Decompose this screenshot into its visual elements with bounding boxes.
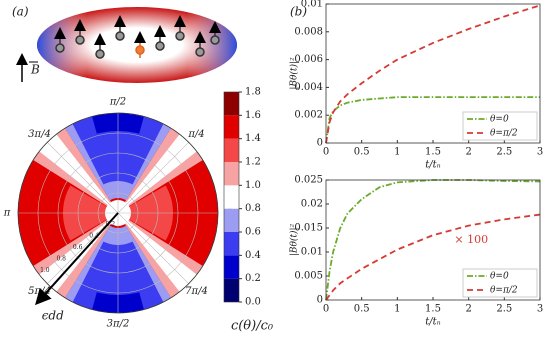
theta-tick-label: 3π/4 xyxy=(28,129,51,140)
colorbar-segment xyxy=(224,92,239,116)
y-tick-label: 0.01 xyxy=(301,0,323,10)
colorbar-segment xyxy=(224,162,239,186)
colorbar-tick-label: 1.8 xyxy=(245,87,261,98)
theta-grid-line xyxy=(47,142,119,214)
cloud-sides xyxy=(37,7,237,83)
colorbar-tick-label: 1.6 xyxy=(245,110,261,121)
r-tick-label: 0.8 xyxy=(56,255,66,262)
colorbar-label: c(θ)/c₀ xyxy=(231,319,274,334)
annotation: × 100 xyxy=(454,233,488,246)
series-line xyxy=(325,4,541,144)
legend-label: θ=0 xyxy=(490,272,509,282)
x-tick-label: 1 xyxy=(394,304,400,315)
colorbar-segment xyxy=(224,208,239,232)
x-axis-label: t/tₙ xyxy=(425,160,440,171)
theta-grid-line xyxy=(117,142,189,214)
field-label: B xyxy=(30,63,40,77)
plot-frame xyxy=(325,179,541,301)
x-tick-label: 2 xyxy=(465,147,471,158)
x-tick-label: 3 xyxy=(537,304,543,315)
y-tick-label: 0.02 xyxy=(301,199,323,210)
spins xyxy=(54,15,221,59)
y-tick-label: 0.006 xyxy=(294,54,323,65)
colorbar-tick-label: 0.8 xyxy=(245,203,261,214)
x-tick-label: 0 xyxy=(323,304,329,315)
x-tick-label: 2.5 xyxy=(496,304,512,315)
y-tick-label: 0.005 xyxy=(294,271,323,282)
y-tick-label: 0.004 xyxy=(294,82,323,93)
y-axis-label: |Bθ(t)|² xyxy=(289,57,300,90)
colorbar-segment xyxy=(224,185,239,209)
colorbar-frame xyxy=(223,91,240,303)
x-tick-label: 0.5 xyxy=(354,147,370,158)
colorbar-segment xyxy=(224,255,239,279)
x-tick-label: 0 xyxy=(323,147,329,158)
theta-grid-line xyxy=(117,212,189,284)
plot-frame xyxy=(325,3,541,144)
polar-frame xyxy=(17,112,219,314)
illustration: B xyxy=(16,7,237,83)
y-tick-label: 0 xyxy=(317,138,323,149)
axis-arrow xyxy=(35,212,119,306)
y-axis-label: |Bθ(t)|² xyxy=(289,223,300,256)
legend-label: θ=0 xyxy=(490,115,509,125)
theta-tick-label: π/4 xyxy=(187,129,204,140)
colorbar-tick-label: 0.6 xyxy=(245,227,261,238)
y-tick-label: 0.008 xyxy=(294,26,323,37)
excited-spin xyxy=(134,31,146,58)
colorbar-segment xyxy=(224,232,239,256)
axis-label: ϵdd xyxy=(42,309,64,323)
x-tick-label: 1 xyxy=(394,147,400,158)
x-tick-label: 2.5 xyxy=(496,147,512,158)
colorbar-tick-label: 1.4 xyxy=(245,133,261,144)
theta-tick-label: π xyxy=(3,208,11,219)
r-tick-label: 0.4 xyxy=(89,232,99,239)
x-tick-label: 0.5 xyxy=(354,304,370,315)
colorbar-tick-label: 0.2 xyxy=(245,273,261,284)
theta-tick-label: 7π/4 xyxy=(185,286,208,297)
x-tick-label: 3 xyxy=(537,147,543,158)
colorbar-tick-label: 0.0 xyxy=(245,297,261,308)
legend-label: θ=π/2 xyxy=(490,286,518,296)
colorbar-tick-label: 0.4 xyxy=(245,250,261,261)
y-tick-label: 0.025 xyxy=(294,175,323,186)
x-axis-label: t/tₙ xyxy=(425,317,440,328)
theta-tick-label: π/2 xyxy=(109,97,126,108)
colorbar-tick-label: 1.2 xyxy=(245,157,261,168)
series-line xyxy=(325,213,541,301)
colorbar-segment xyxy=(224,138,239,162)
colorbar-segment xyxy=(224,278,239,302)
colorbar-tick-label: 1.0 xyxy=(245,180,261,191)
x-tick-label: 1.5 xyxy=(425,147,441,158)
colorbar-segment xyxy=(224,115,239,139)
r-tick-label: 1.0 xyxy=(40,267,50,274)
y-tick-label: 0.01 xyxy=(301,247,323,258)
y-tick-label: 0 xyxy=(317,295,323,306)
theta-tick-label: 3π/2 xyxy=(107,319,130,330)
legend-box xyxy=(462,268,538,298)
y-tick-label: 0.015 xyxy=(294,223,323,234)
polar-plot: 0.20.40.60.81.00π/4π/23π/4π5π/43π/27π/4ϵ… xyxy=(3,87,274,334)
legend-box xyxy=(462,111,538,141)
y-tick-label: 0.002 xyxy=(294,110,323,121)
legend-label: θ=π/2 xyxy=(490,129,518,139)
x-tick-label: 2 xyxy=(465,304,471,315)
r-tick-label: 0.2 xyxy=(106,221,116,228)
x-tick-label: 1.5 xyxy=(425,304,441,315)
panel-label: (a) xyxy=(12,5,29,19)
panel-label: (b) xyxy=(290,5,307,19)
r-tick-label: 0.6 xyxy=(73,244,83,251)
